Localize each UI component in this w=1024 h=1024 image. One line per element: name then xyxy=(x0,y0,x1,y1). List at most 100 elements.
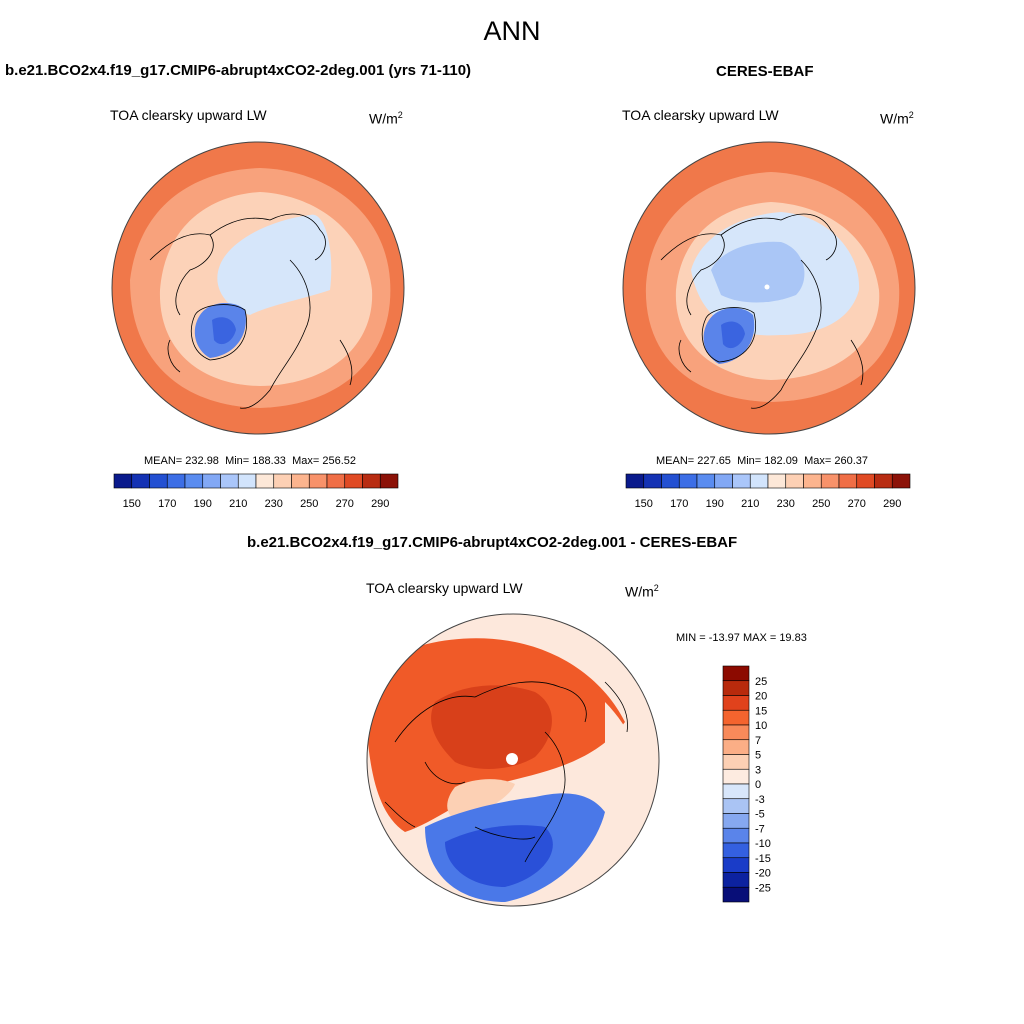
diff-colorbar-tick-label: 7 xyxy=(755,735,761,747)
diff-colorbar-tick-label: -10 xyxy=(755,838,771,850)
test-colorbar: 150 170 190 210 230 250 270 290 xyxy=(113,473,399,510)
test-colorbar-swatch xyxy=(308,473,328,489)
test-colorbar-swatch xyxy=(131,473,150,489)
test-colorbar-swatch xyxy=(237,473,257,489)
diff-colorbar-tick-label: 0 xyxy=(755,779,761,791)
test-max: 256.52 xyxy=(322,455,356,467)
diff-colorbar-swatch xyxy=(722,739,750,755)
diff-colorbar-tick-label: 15 xyxy=(755,705,767,717)
ref-colorbar-tick-label: 190 xyxy=(706,498,724,510)
diff-colorbar-tick-label: 5 xyxy=(755,750,761,762)
test-colorbar-tick-label: 150 xyxy=(123,498,141,510)
ref-mean: 227.65 xyxy=(697,455,731,467)
test-units-label: W/m2 xyxy=(369,110,403,127)
test-colorbar-swatch xyxy=(255,473,275,489)
ref-colorbar-swatch xyxy=(661,473,680,489)
ref-colorbar-swatch xyxy=(678,473,698,489)
ref-colorbar-tick-label: 270 xyxy=(848,498,866,510)
ref-colorbar-swatch xyxy=(820,473,840,489)
diff-colorbar-tick-label: -20 xyxy=(755,868,771,880)
diff-colorbar-swatch xyxy=(722,709,750,726)
test-colorbar-tick-label: 210 xyxy=(229,498,247,510)
figure-title: ANN xyxy=(483,16,541,46)
diff-arctic-core xyxy=(431,685,552,769)
ref-colorbar: 150 170 190 210 230 250 270 290 xyxy=(625,473,911,510)
ref-colorbar-swatch xyxy=(625,473,645,489)
ref-colorbar-swatch xyxy=(891,473,911,489)
test-colorbar-tick-label: 290 xyxy=(371,498,389,510)
diff-colorbar-swatch xyxy=(722,886,750,903)
ref-pole-hole xyxy=(764,284,770,290)
diff-colorbar-swatch xyxy=(722,827,750,844)
diff-colorbar-swatch xyxy=(722,872,750,888)
ref-arctic-ice-mid xyxy=(711,241,805,303)
test-colorbar-tick-label: 190 xyxy=(194,498,212,510)
diff-colorbar-tick-label: -5 xyxy=(755,809,765,821)
diff-minmax: MIN = -13.97 MAX = 19.83 xyxy=(676,632,807,644)
ref-colorbar-swatch xyxy=(803,473,822,489)
test-colorbar-tick-label: 170 xyxy=(158,498,176,510)
test-colorbar-swatch xyxy=(220,473,239,489)
ref-colorbar-swatch xyxy=(643,473,662,489)
ref-colorbar-tick-label: 170 xyxy=(670,498,688,510)
diff-colorbar-swatch xyxy=(722,665,750,682)
test-variable-label: TOA clearsky upward LW xyxy=(110,107,267,123)
ref-colorbar-swatch xyxy=(714,473,733,489)
test-colorbar-tick-label: 230 xyxy=(265,498,283,510)
ref-colorbar-swatch xyxy=(749,473,769,489)
test-colorbar-swatch xyxy=(326,473,346,489)
diff-light-band xyxy=(447,779,515,822)
test-mean: 232.98 xyxy=(185,455,219,467)
diff-east-pale xyxy=(605,702,648,822)
test-colorbar-tick-label: 250 xyxy=(300,498,318,510)
ref-colorbar-swatch xyxy=(767,473,787,489)
ref-polar-map xyxy=(622,141,916,435)
ref-colorbar-swatch xyxy=(874,473,893,489)
ref-colorbar-swatch xyxy=(785,473,804,489)
ref-colorbar-swatch xyxy=(732,473,751,489)
diff-colorbar-swatch xyxy=(722,857,750,873)
test-colorbar-swatch xyxy=(202,473,221,489)
test-colorbar-swatch xyxy=(379,473,399,489)
test-colorbar-swatch xyxy=(291,473,310,489)
test-stats: MEAN= 232.98 Min= 188.33 Max= 256.52 xyxy=(144,455,356,467)
test-arctic-ice xyxy=(217,214,332,315)
diff-polar-map xyxy=(366,613,660,907)
diff-colorbar-tick-label: -3 xyxy=(755,794,765,806)
ref-stats: MEAN= 227.65 Min= 182.09 Max= 260.37 xyxy=(656,455,868,467)
ref-colorbar-tick-label: 150 xyxy=(635,498,653,510)
diff-colorbar-swatch xyxy=(722,813,750,829)
diff-coastlines xyxy=(384,681,628,863)
ref-colorbar-swatch xyxy=(856,473,875,489)
ref-colorbar-tick-label: 290 xyxy=(883,498,901,510)
diff-pole-hole xyxy=(506,753,518,765)
diff-colorbar-tick-label: -15 xyxy=(755,853,771,865)
test-colorbar-swatch xyxy=(149,473,168,489)
test-colorbar-tick-label: 270 xyxy=(336,498,354,510)
ref-units-label: W/m2 xyxy=(880,110,914,127)
ref-colorbar-swatch xyxy=(696,473,716,489)
diff-colorbar-swatch xyxy=(722,798,750,814)
ref-coastlines xyxy=(660,213,864,409)
diff-colorbar-swatch xyxy=(722,680,750,696)
diff-units-label: W/m2 xyxy=(625,583,659,600)
test-coastlines xyxy=(149,213,353,409)
ref-min: 182.09 xyxy=(764,455,798,467)
test-colorbar-swatch xyxy=(184,473,204,489)
test-map-border xyxy=(111,141,405,435)
ref-colorbar-tick-label: 250 xyxy=(812,498,830,510)
diff-blue-deep xyxy=(445,825,553,887)
diff-variable-label: TOA clearsky upward LW xyxy=(366,580,523,596)
diff-colorbar-tick-label: 20 xyxy=(755,691,767,703)
test-case-title: b.e21.BCO2x4.f19_g17.CMIP6-abrupt4xCO2-2… xyxy=(5,62,472,79)
test-colorbar-swatch xyxy=(344,473,363,489)
diff-colorbar: 25 20 15 10 7 5 3 0 -3 -5 -7 -10 -15 -20 -25 xyxy=(722,665,771,903)
test-colorbar-swatch xyxy=(362,473,381,489)
ref-variable-label: TOA clearsky upward LW xyxy=(622,107,779,123)
diff-colorbar-swatch xyxy=(722,724,750,741)
diff-colorbar-swatch xyxy=(722,842,750,859)
diff-colorbar-tick-label: -7 xyxy=(755,823,765,835)
diff-colorbar-tick-label: 10 xyxy=(755,720,767,732)
ref-max: 260.37 xyxy=(834,455,868,467)
test-min: 188.33 xyxy=(252,455,286,467)
